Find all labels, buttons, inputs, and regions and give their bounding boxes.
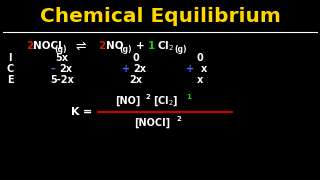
Text: 5-2x: 5-2x (50, 75, 74, 85)
Text: 0: 0 (132, 53, 140, 63)
Text: 1: 1 (187, 94, 191, 100)
Text: [Cl$_2$]: [Cl$_2$] (153, 94, 179, 108)
Text: C: C (6, 64, 14, 74)
Text: NOCl: NOCl (33, 41, 61, 51)
Text: =: = (84, 107, 92, 117)
Text: 2: 2 (98, 41, 106, 51)
Text: x: x (197, 75, 203, 85)
Text: $\rightleftharpoons$: $\rightleftharpoons$ (73, 39, 87, 53)
Text: 2x: 2x (133, 64, 147, 74)
Text: I: I (8, 53, 12, 63)
Text: 2: 2 (177, 116, 181, 122)
Text: 5x: 5x (55, 53, 68, 63)
Text: (g): (g) (55, 44, 67, 53)
Text: 2x: 2x (60, 64, 73, 74)
Text: 2x: 2x (130, 75, 142, 85)
Text: +: + (122, 64, 130, 74)
Text: E: E (7, 75, 13, 85)
Text: (g): (g) (120, 44, 132, 53)
Text: Chemical Equilibrium: Chemical Equilibrium (40, 6, 280, 26)
Text: x: x (201, 64, 207, 74)
Text: [NOCl]: [NOCl] (134, 118, 170, 128)
Text: 2: 2 (26, 41, 34, 51)
Text: [NO]: [NO] (115, 96, 141, 106)
Text: 2: 2 (146, 94, 150, 100)
Text: +: + (136, 41, 144, 51)
Text: K: K (71, 107, 79, 117)
Text: NO: NO (106, 41, 124, 51)
Text: –: – (51, 64, 55, 74)
Text: Cl$_2$: Cl$_2$ (157, 39, 174, 53)
Text: 0: 0 (196, 53, 204, 63)
Text: 1: 1 (148, 41, 155, 51)
Text: +: + (186, 64, 194, 74)
Text: (g): (g) (175, 44, 187, 53)
